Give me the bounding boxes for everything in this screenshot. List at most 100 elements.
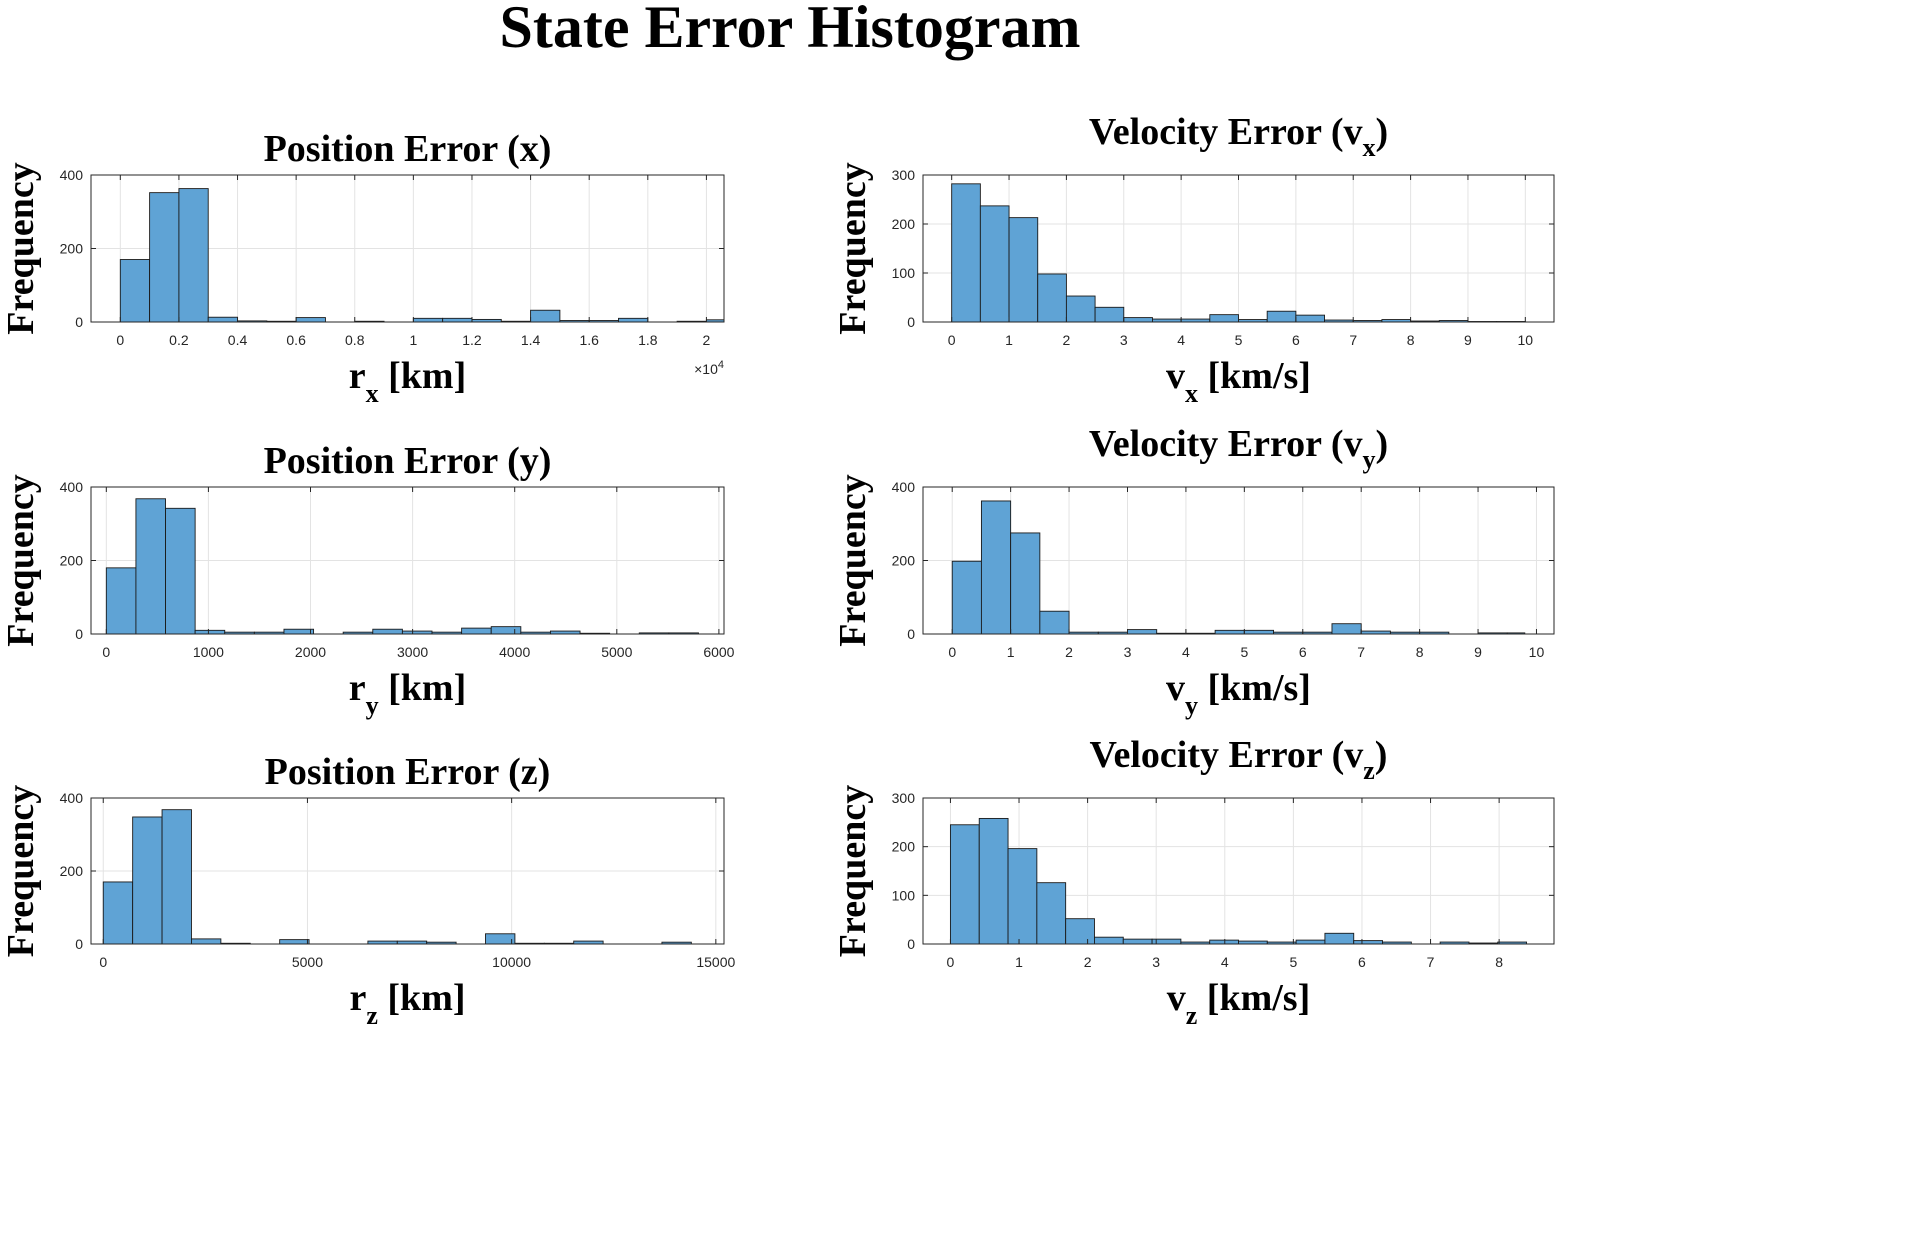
- histogram-bar: [207, 316, 238, 323]
- histogram-bar: [978, 817, 1009, 945]
- histogram-bar: [1209, 939, 1239, 945]
- x-tick-label: 2000: [295, 644, 326, 660]
- x-tick-label: 2: [1063, 332, 1071, 348]
- y-axis-label: Frequency: [0, 474, 42, 646]
- histogram-bar: [951, 560, 982, 635]
- histogram-bar: [1214, 629, 1245, 635]
- histogram-bar: [1266, 310, 1297, 323]
- histogram-bar: [979, 205, 1010, 323]
- histogram-bar: [279, 939, 310, 945]
- y-axis-label: Frequency: [832, 785, 874, 957]
- subplot-grid: 0 0.2 0.4 0.6 0.8 1 1.2 1.4 1.6 1.8 20200400×104Po…: [0, 111, 1555, 1030]
- x-tick-label: 1.8: [638, 332, 658, 348]
- histogram-bar: [1127, 629, 1158, 635]
- subplot-title: Velocity Error (vz): [1090, 734, 1388, 785]
- x-axis-label: vx [km/s]: [1166, 355, 1311, 408]
- subplot-title: Position Error (y): [264, 440, 552, 482]
- y-tick-label: 0: [75, 626, 83, 642]
- y-tick-label: 200: [60, 553, 84, 569]
- histogram-bar: [1295, 939, 1326, 945]
- y-tick-label: 200: [60, 241, 84, 257]
- y-tick-label: 200: [892, 553, 916, 569]
- x-tick-label: 1.6: [579, 332, 599, 348]
- histogram-bar: [1353, 940, 1383, 945]
- x-tick-label: 2: [1065, 644, 1073, 660]
- x-tick-label: 0: [116, 332, 124, 348]
- x-tick-label: 0: [99, 954, 107, 970]
- x-tick-label: 0.4: [228, 332, 248, 348]
- histogram-bar: [178, 188, 209, 323]
- histogram-bar: [165, 507, 196, 635]
- y-tick-label: 400: [60, 790, 84, 806]
- x-tick-label: 0.6: [286, 332, 306, 348]
- x-tick-label: 1.2: [462, 332, 482, 348]
- histogram-bar: [149, 192, 180, 323]
- x-axis-label: ry [km]: [349, 667, 466, 720]
- subplot-title: Velocity Error (vx): [1089, 111, 1388, 162]
- histogram-bar: [949, 824, 980, 945]
- x-tick-label: 10: [1518, 332, 1534, 348]
- x-tick-label: 7: [1357, 644, 1365, 660]
- y-tick-label: 100: [892, 265, 916, 281]
- histogram-bar: [1243, 629, 1275, 635]
- histogram-bar: [980, 500, 1012, 635]
- histogram-bar: [161, 809, 192, 945]
- y-axis-label: Frequency: [0, 162, 42, 334]
- x-tick-label: 4000: [499, 644, 530, 660]
- histogram-bar: [412, 317, 444, 323]
- histogram-bar: [372, 628, 403, 635]
- y-tick-label: 0: [907, 936, 915, 952]
- histogram-bar: [1039, 610, 1070, 635]
- x-tick-label: 4: [1177, 332, 1185, 348]
- histogram-bar: [1324, 932, 1355, 945]
- y-tick-label: 0: [907, 314, 915, 330]
- x-tick-label: 15000: [696, 954, 735, 970]
- x-tick-label: 1.4: [521, 332, 541, 348]
- x-tick-label: 0: [948, 644, 956, 660]
- x-tick-label: 9: [1474, 644, 1482, 660]
- histogram-bar: [1331, 623, 1362, 635]
- x-tick-label: 8: [1407, 332, 1415, 348]
- x-tick-label: 7: [1427, 954, 1435, 970]
- y-tick-label: 400: [60, 479, 84, 495]
- histogram-bar: [1037, 273, 1067, 323]
- histogram-bar: [1094, 936, 1124, 945]
- x-tick-label: 4: [1221, 954, 1229, 970]
- x-tick-label: 6000: [703, 644, 734, 660]
- histogram-bar: [1094, 306, 1125, 323]
- y-axis-label: Frequency: [0, 785, 42, 957]
- histogram-bar: [951, 183, 981, 323]
- histogram-bar: [283, 628, 315, 635]
- subplot-title: Velocity Error (vy): [1089, 423, 1388, 474]
- y-tick-label: 0: [907, 626, 915, 642]
- subplot-1: 0 0.2 0.4 0.6 0.8 1 1.2 1.4 1.6 1.8 2 0 200 400 ×104 Po…: [0, 128, 725, 408]
- histogram-bar: [490, 626, 522, 635]
- x-tick-label: 0.2: [169, 332, 189, 348]
- histogram-bar: [191, 938, 222, 945]
- x-tick-label: 8: [1495, 954, 1503, 970]
- y-tick-label: 300: [892, 790, 916, 806]
- x-tick-label: 8: [1416, 644, 1424, 660]
- histogram-bar: [1010, 532, 1041, 635]
- x-tick-label: 3000: [397, 644, 428, 660]
- x-tick-label: 2: [703, 332, 711, 348]
- subplot-title: Position Error (z): [265, 751, 551, 793]
- x-tick-label: 3: [1124, 644, 1132, 660]
- x-tick-label: 4: [1182, 644, 1190, 660]
- histogram-bar: [1123, 317, 1153, 323]
- histogram-bar: [1295, 314, 1325, 323]
- histogram-bar: [1007, 848, 1038, 945]
- y-axis-label: Frequency: [832, 474, 874, 646]
- x-tick-label: 3: [1120, 332, 1128, 348]
- x-tick-label: 10: [1529, 644, 1545, 660]
- x-tick-label: 6: [1299, 644, 1307, 660]
- subplot-5: 0 5000 10000 15000 0 200 400 Position Error (z)…: [0, 751, 736, 1030]
- y-tick-label: 400: [892, 479, 916, 495]
- x-tick-label: 1000: [193, 644, 224, 660]
- y-tick-label: 0: [75, 936, 83, 952]
- y-tick-label: 200: [60, 863, 84, 879]
- histogram-bar: [194, 629, 226, 635]
- x-tick-label: 0.8: [345, 332, 365, 348]
- y-tick-label: 400: [60, 167, 84, 183]
- x-exponent-label: ×104: [694, 359, 724, 377]
